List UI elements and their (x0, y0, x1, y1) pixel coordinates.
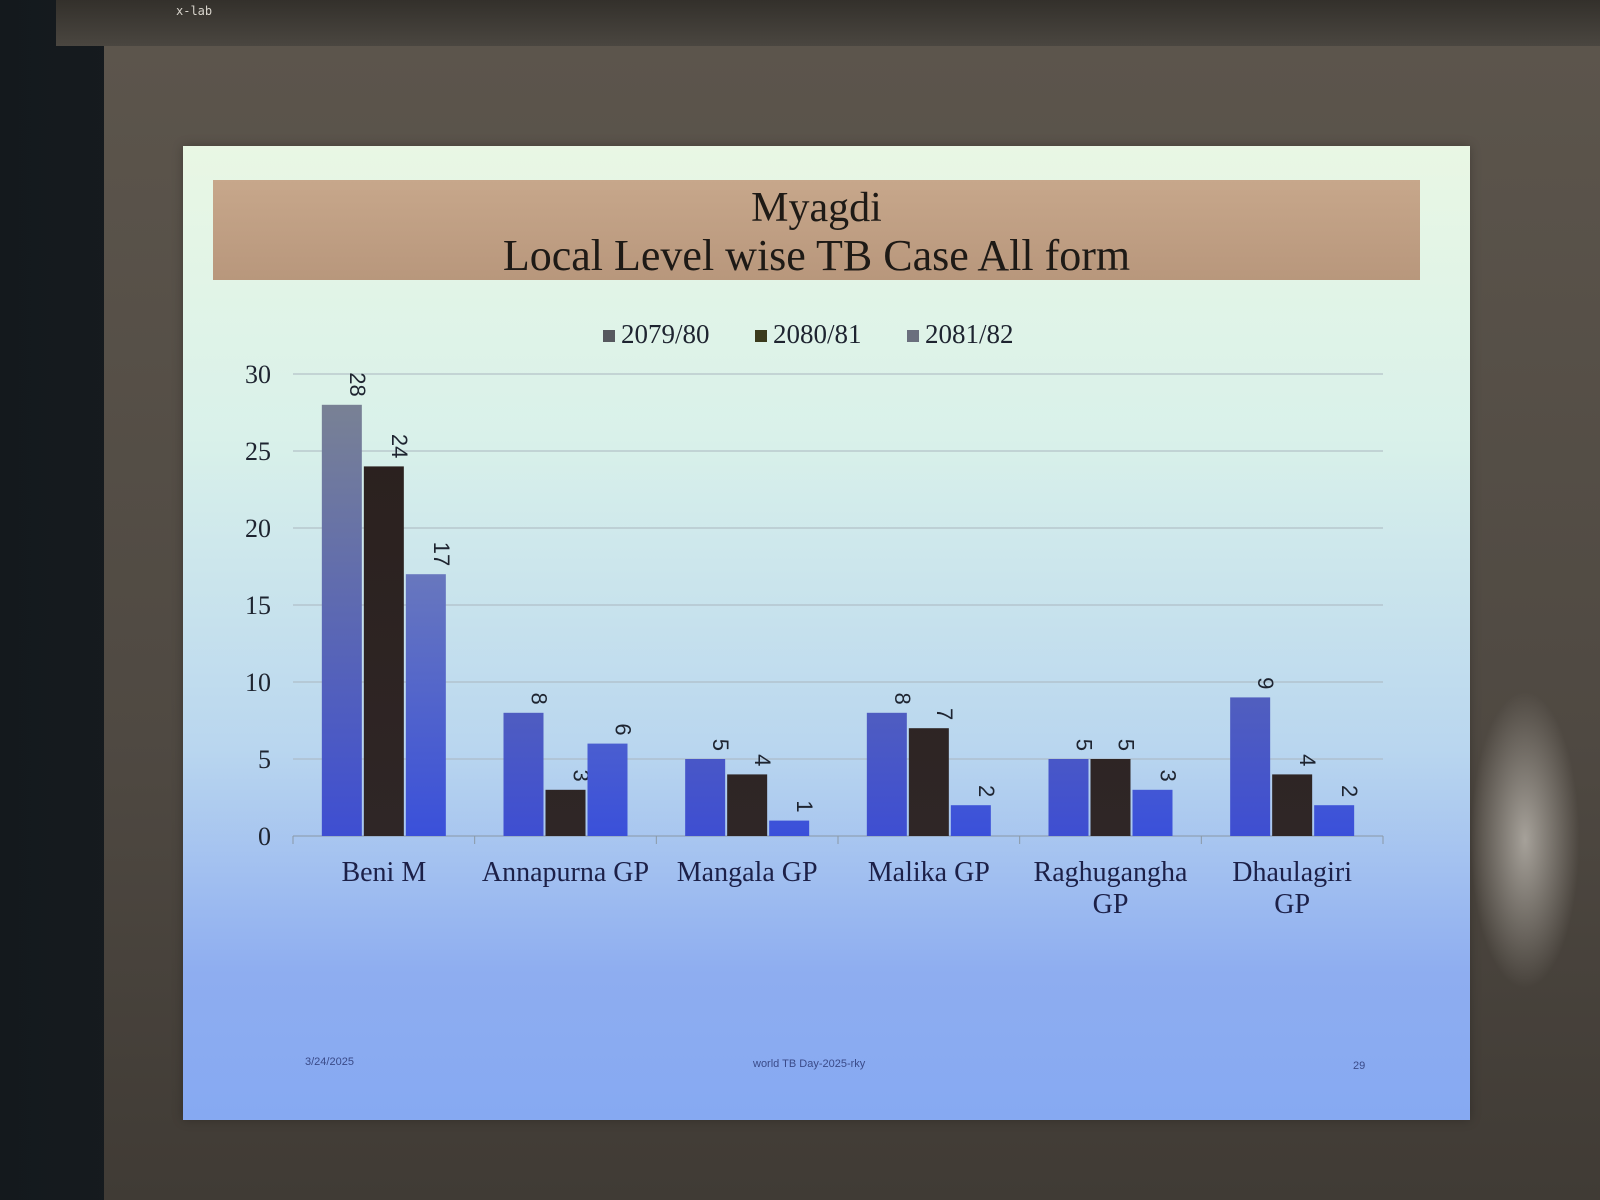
bar (321, 404, 362, 836)
data-label: 7 (932, 708, 957, 720)
x-category-label: Annapurna GP (482, 857, 649, 888)
data-label: 8 (890, 693, 915, 705)
data-label: 24 (387, 434, 412, 458)
slide-title: Myagdi (751, 185, 882, 231)
y-tick-label: 15 (245, 591, 271, 620)
bar (1048, 759, 1089, 836)
data-label: 3 (569, 770, 594, 782)
bar (1314, 805, 1355, 836)
x-category-label: Raghugangha (1034, 857, 1189, 888)
bar (363, 466, 404, 836)
bar (1272, 774, 1313, 836)
bar (503, 712, 544, 836)
footer-page-number: 29 (1353, 1060, 1366, 1072)
slide: Myagdi Local Level wise TB Case All form… (183, 146, 1470, 1120)
x-category-label: Dhaulagiri (1232, 857, 1352, 888)
y-tick-label: 25 (245, 437, 271, 466)
y-tick-label: 0 (258, 822, 271, 851)
data-label: 4 (1295, 754, 1320, 766)
y-tick-label: 10 (245, 668, 271, 697)
data-label: 8 (527, 693, 552, 705)
bar (908, 728, 949, 836)
slide-subtitle: Local Level wise TB Case All form (502, 231, 1131, 280)
legend-label: 2080/81 (773, 319, 862, 349)
screen-bar-text: x-lab (176, 4, 213, 18)
bar (866, 712, 907, 836)
data-label: 5 (1072, 739, 1097, 751)
data-label: 5 (708, 739, 733, 751)
bar (1090, 759, 1131, 836)
data-label: 2 (1337, 785, 1362, 797)
light-glare (1470, 690, 1580, 990)
x-category-label: Malika GP (868, 857, 990, 888)
x-category-label: Mangala GP (677, 857, 818, 888)
data-label: 3 (1156, 770, 1181, 782)
legend-swatch (755, 330, 767, 342)
bar (1230, 697, 1271, 836)
y-tick-label: 5 (258, 745, 271, 774)
x-category-label: GP (1093, 889, 1129, 920)
data-label: 6 (611, 723, 636, 735)
data-label: 4 (750, 754, 775, 766)
legend-label: 2081/82 (925, 319, 1014, 349)
legend-swatch (907, 330, 919, 342)
bar (1132, 789, 1173, 836)
bar (727, 774, 768, 836)
bar (685, 759, 726, 836)
legend-label: 2079/80 (621, 319, 710, 349)
bar (769, 820, 810, 836)
footer-center-text: world TB Day-2025-rky (753, 1058, 866, 1070)
data-label: 5 (1114, 739, 1139, 751)
title-band: Myagdi Local Level wise TB Case All form (213, 180, 1420, 280)
footer-date: 3/24/2025 (305, 1056, 354, 1068)
data-label: 17 (429, 542, 454, 566)
bar (545, 789, 586, 836)
data-label: 1 (792, 800, 817, 812)
data-label: 28 (345, 372, 370, 396)
y-tick-label: 30 (245, 360, 271, 389)
bar (950, 805, 991, 836)
y-tick-label: 20 (245, 514, 271, 543)
projector-screen-bar: x-lab (56, 0, 1600, 46)
bar (405, 574, 446, 836)
data-label: 2 (974, 785, 999, 797)
data-label: 9 (1253, 677, 1278, 689)
bar (587, 743, 628, 836)
x-category-label: Beni M (341, 857, 426, 888)
legend-swatch (603, 330, 615, 342)
x-category-label: GP (1274, 889, 1310, 920)
